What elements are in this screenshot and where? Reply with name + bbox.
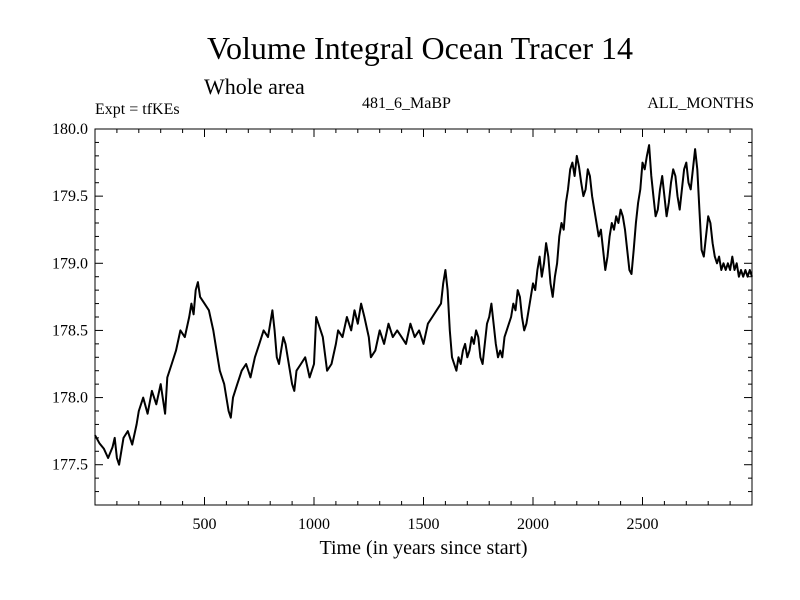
experiment-label: Expt = tfKEs — [95, 101, 180, 118]
x-tick-label: 1000 — [298, 516, 330, 533]
chart-subtitle: Whole area — [204, 74, 305, 99]
y-tick-label: 179.5 — [52, 188, 88, 205]
x-axis-label: Time (in years since start) — [319, 537, 528, 559]
x-tick-label: 2500 — [627, 516, 659, 533]
plot-frame — [94, 128, 753, 506]
x-tick-label: 2000 — [517, 516, 549, 533]
y-tick-label: 178.5 — [52, 322, 88, 339]
y-tick-label: 179.0 — [52, 255, 88, 272]
chart-title: Volume Integral Ocean Tracer 14 — [207, 30, 633, 66]
y-tick-label: 177.5 — [52, 457, 88, 474]
period-label: 481_6_MaBP — [362, 95, 451, 112]
y-tick-label: 180.0 — [52, 121, 88, 138]
tracer-series-line — [94, 144, 753, 466]
x-tick-label: 1500 — [408, 516, 440, 533]
x-tick-label: 500 — [193, 516, 217, 533]
y-tick-label: 178.0 — [52, 390, 88, 407]
months-label: ALL_MONTHS — [647, 95, 754, 112]
